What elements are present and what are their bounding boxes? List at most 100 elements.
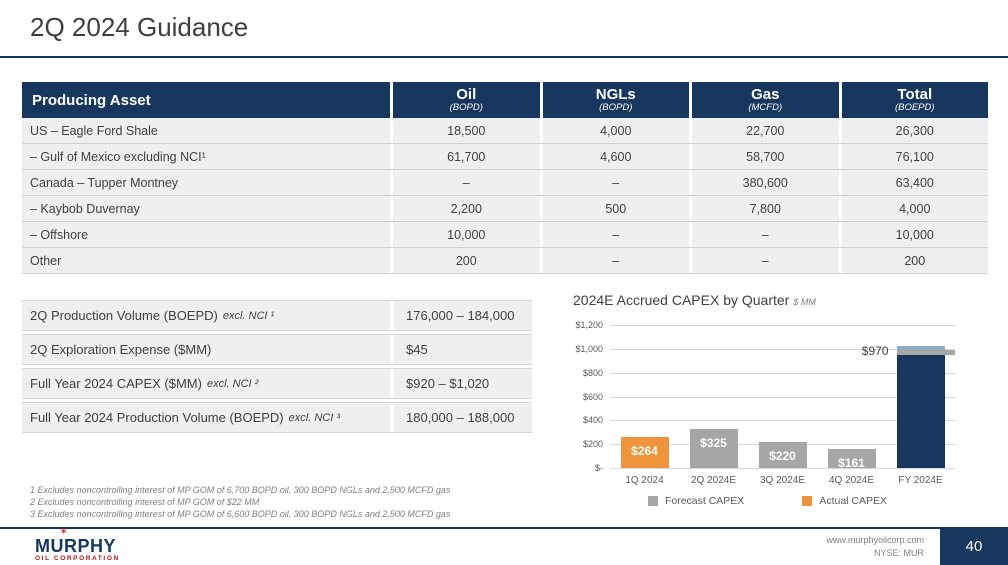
table-row: Other 200– –200	[22, 248, 988, 274]
guidance-value: 180,000 – 188,000	[390, 403, 532, 432]
gridline	[610, 468, 955, 469]
asset-value: 200	[390, 248, 540, 273]
legend-label: Forecast CAPEX	[664, 495, 745, 507]
y-axis-tick-label: $800	[582, 367, 603, 378]
bar-fy-2024e	[896, 355, 945, 468]
asset-value: 4,000	[539, 118, 690, 143]
footer-divider	[0, 527, 1008, 529]
x-axis-label-4q-2024e: 4Q 2024E	[828, 475, 875, 486]
fy-value-label: $970	[861, 344, 889, 359]
y-axis-tick-label: $-	[594, 463, 603, 473]
gridline	[610, 348, 955, 350]
table-row: US – Eagle Ford Shale 18,500 4,000 22,700 26…	[22, 118, 988, 144]
asset-value: 58,700	[689, 144, 839, 169]
asset-value: 2,200	[390, 196, 540, 221]
column-header-producing-asset: Producing Asset	[32, 91, 151, 109]
logo-subtitle: OIL CORPORATION	[35, 555, 120, 562]
asset-value: 61,700	[390, 144, 540, 169]
guidance-label: Full Year 2024 CAPEX ($MM) excl. NCI ²	[30, 376, 259, 391]
gridline	[610, 396, 955, 398]
footer-ticker: NYSE: MUR	[873, 548, 924, 558]
legend-swatch-icon	[647, 496, 658, 506]
asset-value: 22,700	[689, 118, 839, 143]
bar-3q-2024e	[758, 441, 807, 468]
asset-value: –	[689, 248, 839, 273]
y-axis-tick-label: $1,200	[575, 320, 603, 330]
guidance-table: 2Q Production Volume (BOEPD) excl. NCI ¹ 1…	[22, 300, 532, 436]
asset-name: Canada – Tupper Montney	[30, 175, 179, 190]
guidance-value: $45	[390, 335, 532, 364]
asset-value: 10,000	[390, 222, 540, 247]
page-title: 2Q 2024 Guidance	[30, 12, 249, 42]
guidance-value: 176,000 – 184,000	[390, 301, 532, 330]
bar-fy-2024e-marker	[896, 350, 955, 356]
guidance-row: Full Year 2024 Production Volume (BOEPD)…	[22, 402, 532, 433]
bar-2q-2024e	[689, 429, 738, 468]
bar-1q-2024	[620, 436, 669, 468]
guidance-label: 2Q Exploration Expense ($MM)	[30, 342, 212, 357]
asset-value: –	[539, 170, 690, 195]
asset-value: 4,000	[838, 196, 989, 221]
guidance-row: 2Q Exploration Expense ($MM) $45	[22, 334, 532, 365]
asset-value: –	[539, 222, 690, 247]
legend-label: Actual CAPEX	[819, 495, 888, 507]
asset-value: 10,000	[838, 222, 989, 247]
footnote-line: 2 Excludes noncontrolling interest of MP…	[30, 497, 260, 507]
asset-name: – Gulf of Mexico excluding NCI¹	[30, 149, 206, 164]
bar-value-label: $220	[769, 448, 796, 463]
asset-value: 26,300	[838, 118, 989, 143]
y-axis-tick-label: $400	[582, 415, 603, 426]
page-number-badge: 40	[940, 527, 1008, 565]
production-table-body: US – Eagle Ford Shale 18,500 4,000 22,700 26…	[22, 118, 988, 274]
production-table-header: Producing Asset Oil (BOPD) NGLs (BOPD) Gas (M…	[22, 82, 988, 118]
column-header-gas: Gas (MCFD)	[689, 82, 839, 118]
chart-subtitle: $ MM	[793, 297, 816, 307]
asset-value: –	[390, 170, 540, 195]
asset-value: –	[539, 248, 690, 273]
bar-value-label: $161	[838, 455, 865, 470]
footnotes: 1 Excludes noncontrolling interest of MP…	[30, 484, 450, 520]
asset-name: – Offshore	[30, 227, 89, 242]
asset-name: Other	[30, 253, 62, 268]
star-icon: ✶	[59, 526, 69, 538]
guidance-row: Full Year 2024 CAPEX ($MM) excl. NCI ² $92…	[22, 368, 532, 399]
guidance-label-suffix: excl. NCI ³	[288, 411, 340, 424]
guidance-value: $920 – $1,020	[390, 369, 532, 398]
legend-swatch-icon	[802, 496, 813, 506]
footnote-line: 1 Excludes noncontrolling interest of MP…	[30, 485, 451, 495]
murphy-oil-logo: ✶ MURPHY OIL CORPORATION	[35, 527, 155, 563]
footer-contact: www.murphyoilcorp.com NYSE: MUR	[826, 534, 924, 560]
chart-title: 2024E Accrued CAPEX by Quarter $ MM	[573, 292, 816, 308]
y-axis-tick-label: $1,000	[575, 343, 603, 354]
gridline	[610, 372, 955, 374]
x-axis-label-1q-2024: 1Q 2024	[625, 475, 664, 486]
y-axis-tick-label: $200	[582, 439, 603, 450]
y-axis-tick-label: $600	[582, 391, 603, 402]
page-number: 40	[965, 537, 983, 555]
x-axis-label-3q-2024e: 3Q 2024E	[759, 475, 806, 486]
asset-value: 7,800	[689, 196, 839, 221]
title-divider	[0, 56, 1008, 58]
asset-value: 4,600	[539, 144, 690, 169]
x-axis-label-2q-2024e: 2Q 2024E	[690, 475, 737, 486]
bar-value-label: $325	[700, 436, 727, 451]
bar-4q-2024e	[827, 448, 876, 468]
table-row: – Kaybob Duvernay 2,200 500 7,800 4,000	[22, 196, 988, 222]
table-row: – Offshore 10,000– –10,000	[22, 222, 988, 248]
asset-value: 200	[838, 248, 989, 273]
column-header-oil: Oil (BOPD)	[390, 82, 540, 118]
guidance-label: 2Q Production Volume (BOEPD) excl. NCI ¹	[30, 308, 275, 323]
asset-value: 76,100	[838, 144, 989, 169]
footnote-line: 3 Excludes noncontrolling interest of MP…	[30, 509, 451, 519]
gridline	[610, 325, 955, 326]
guidance-label-suffix: excl. NCI ²	[206, 377, 259, 390]
logo-name: MURPHY	[35, 536, 117, 556]
asset-value: 18,500	[390, 118, 540, 143]
bar-value-label: $264	[631, 443, 658, 458]
guidance-label-suffix: excl. NCI ¹	[222, 309, 275, 322]
asset-name: – Kaybob Duvernay	[30, 201, 140, 216]
guidance-label: Full Year 2024 Production Volume (BOEPD)…	[30, 410, 340, 425]
asset-value: 380,600	[689, 170, 839, 195]
column-header-total: Total (BOEPD)	[838, 82, 989, 118]
